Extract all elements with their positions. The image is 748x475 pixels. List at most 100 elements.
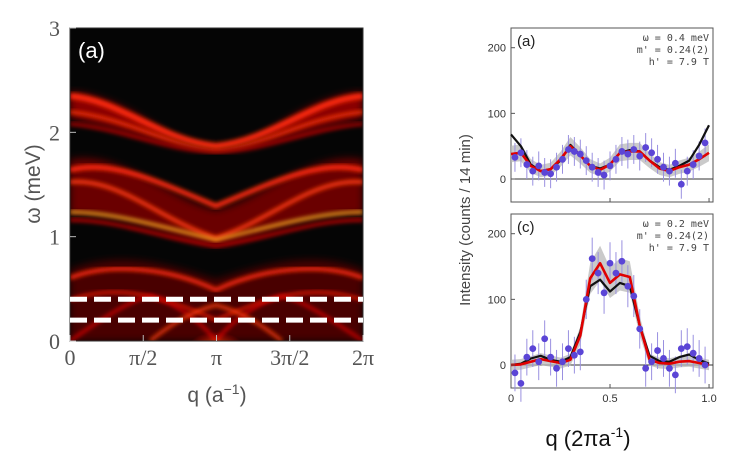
- data-point: [630, 146, 638, 153]
- heatmap-x-label-tail: ): [240, 384, 247, 407]
- y-tick-label: 0: [500, 360, 506, 372]
- heatmap-x-label: q (a−1): [187, 381, 246, 407]
- right-x-label-main: q (2πa: [545, 426, 611, 451]
- data-point: [529, 167, 537, 175]
- data-point: [541, 169, 549, 176]
- data-point: [618, 257, 626, 265]
- data-point: [695, 355, 703, 362]
- data-point: [517, 380, 525, 387]
- band-low-arch: [70, 266, 363, 293]
- data-point: [666, 364, 673, 372]
- band-low-inner: [149, 303, 283, 341]
- annotation-line: m' = 0.24(2): [637, 45, 709, 56]
- data-point: [636, 152, 644, 160]
- data-point: [606, 259, 614, 267]
- data-point: [535, 358, 543, 366]
- data-point: [695, 152, 703, 160]
- data-point: [624, 282, 632, 290]
- right-y-label: Intensity (counts / 14 min): [457, 134, 474, 306]
- heatmap-y-tick-label: 2: [49, 120, 60, 145]
- data-point: [553, 364, 560, 372]
- heatmap-x-label-main: q (a: [187, 384, 224, 407]
- y-tick-label: 0: [500, 174, 506, 186]
- data-point: [654, 347, 661, 354]
- data-point: [648, 149, 656, 157]
- band-top-glow: [70, 92, 363, 150]
- heatmap-x-tick-label: π: [211, 345, 222, 370]
- annotation-line: m' = 0.24(2): [637, 231, 709, 242]
- data-point: [683, 167, 691, 175]
- band-mid-bright: [70, 210, 363, 242]
- x-tick-label: 0: [508, 393, 514, 405]
- data-point: [565, 345, 572, 353]
- data-point: [660, 355, 667, 362]
- data-point: [671, 159, 679, 167]
- data-point: [654, 155, 661, 163]
- annotation-line: ω = 0.4 meV: [643, 33, 709, 44]
- y-tick-label: 200: [488, 43, 506, 55]
- data-point: [642, 144, 650, 151]
- y-tick-label: 100: [488, 108, 506, 120]
- data-point: [547, 170, 555, 178]
- data-point: [523, 161, 531, 168]
- annotation-line: h' = 7.9 T: [649, 57, 709, 68]
- heatmap-panel: 0 π/2 π 3π/2 2π 0 1 2 3 (a) ω (meV) q (a−1): [22, 16, 374, 407]
- data-point: [624, 150, 632, 158]
- data-point: [689, 349, 697, 357]
- data-point: [618, 148, 626, 155]
- data-point: [648, 358, 656, 366]
- annotation-line: h' = 7.9 T: [649, 243, 709, 254]
- data-point: [535, 162, 543, 170]
- data-point: [570, 351, 578, 359]
- data-point: [594, 169, 602, 176]
- heatmap-ticks: 0 π/2 π 3π/2 2π 0 1 2 3: [49, 16, 374, 370]
- data-point: [683, 343, 691, 351]
- data-point: [582, 157, 590, 165]
- heatmap-y-label: ω (meV): [22, 144, 45, 223]
- band-top-third: [70, 122, 363, 154]
- data-point: [559, 358, 566, 366]
- data-point: [677, 345, 685, 353]
- data-point: [594, 269, 602, 277]
- data-point: [570, 148, 578, 155]
- dashed-lines: [70, 296, 363, 323]
- band-mid-a: [70, 179, 363, 241]
- data-point: [642, 364, 650, 372]
- band-mid-upper: [70, 164, 363, 209]
- x-tick-label: 1.0: [701, 393, 716, 405]
- data-point: [576, 150, 584, 158]
- data-point: [701, 361, 709, 369]
- data-point: [701, 139, 709, 147]
- band-top-lower: [70, 110, 363, 152]
- band-top-upper: [70, 93, 363, 150]
- heatmap-x-label-sup: −1: [224, 381, 240, 397]
- band-mid-b: [70, 218, 363, 248]
- data-point: [612, 269, 620, 277]
- data-point: [511, 369, 519, 377]
- data-point: [636, 325, 644, 333]
- heatmap-x-tick-label: 3π/2: [270, 345, 309, 370]
- right-x-label: q (2πa-1): [545, 424, 630, 451]
- series-line-red: [510, 261, 710, 367]
- data-point: [606, 162, 614, 170]
- x-tick-label: 0.5: [602, 393, 617, 405]
- data-point: [600, 289, 608, 297]
- data-point: [689, 161, 697, 168]
- right-x-label-tail: ): [623, 426, 630, 451]
- data-point: [576, 348, 584, 356]
- data-point: [660, 163, 667, 171]
- data-point: [547, 353, 555, 361]
- y-tick-label: 200: [488, 229, 506, 241]
- y-tick-label: 100: [488, 294, 506, 306]
- right-x-label-sup: -1: [611, 424, 624, 440]
- series-line-black: [510, 278, 710, 367]
- data-point: [553, 163, 560, 171]
- data-point: [541, 335, 549, 343]
- data-point: [565, 146, 572, 153]
- data-point: [529, 345, 537, 353]
- heatmap-x-tick-label: 0: [65, 345, 76, 370]
- heatmap-x-tick-label: π/2: [129, 345, 157, 370]
